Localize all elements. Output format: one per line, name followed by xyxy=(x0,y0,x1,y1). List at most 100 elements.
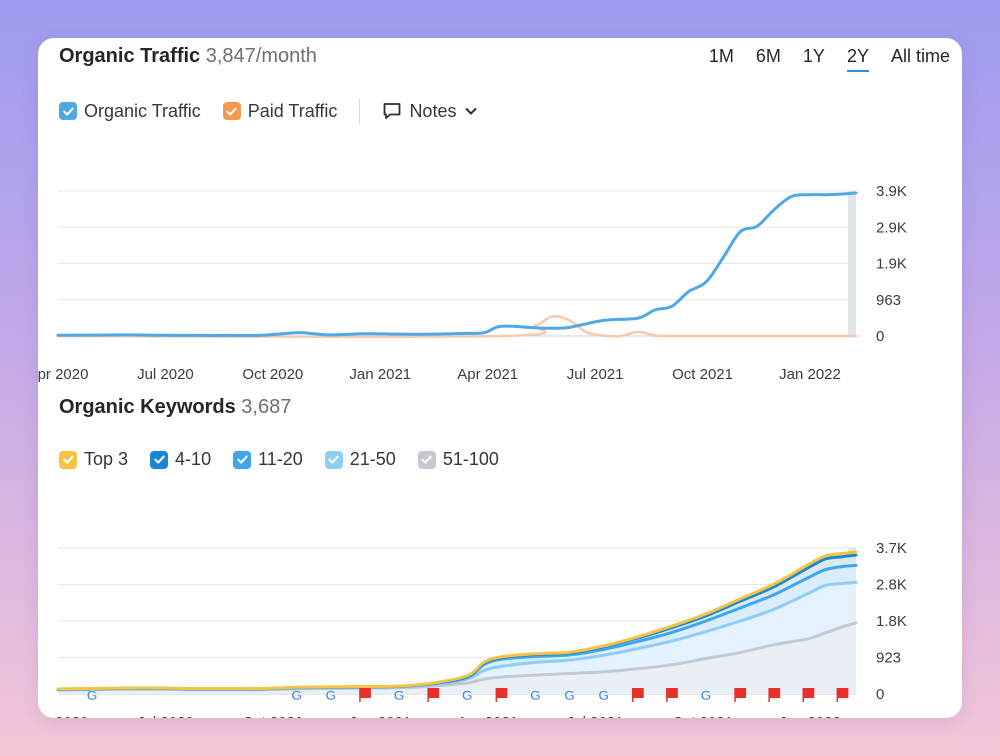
keywords-title-row: Organic Keywords 3,687 xyxy=(59,396,291,419)
google-update-icon: G xyxy=(564,687,575,703)
note-flag-icon xyxy=(836,688,849,702)
legend-11-20[interactable]: 11-20 xyxy=(233,449,303,470)
checkbox-checked-icon[interactable] xyxy=(150,450,169,469)
range-1y[interactable]: 1Y xyxy=(802,46,825,66)
keywords-value: 3,687 xyxy=(241,396,292,418)
x-tick-label: Apr 2021 xyxy=(457,714,518,718)
x-tick-label: Jan 2021 xyxy=(349,714,411,718)
organic-keywords-chart: 0 923 1.8K 2.8K 3.7K Apr 2020 Jul 2020 Oct 2020… xyxy=(38,540,907,718)
legend-paid-label: Paid Traffic xyxy=(247,100,338,121)
legend-top3[interactable]: Top 3 xyxy=(59,449,128,470)
comment-icon xyxy=(384,103,401,119)
google-update-icon: G xyxy=(701,687,712,703)
legend-51-100-label: 51-100 xyxy=(442,449,499,469)
y-tick-label: 2.9K xyxy=(876,219,907,236)
y-tick-label: 963 xyxy=(876,292,901,309)
google-update-icon: G xyxy=(598,687,609,703)
x-tick-label: Jul 2021 xyxy=(567,366,624,383)
legend-4-10-label: 4-10 xyxy=(175,449,212,469)
keywords-title: Organic Keywords xyxy=(59,396,236,418)
google-update-icon: G xyxy=(462,687,473,703)
x-tick-label: Apr 2020 xyxy=(38,366,88,383)
legend-top3-label: Top 3 xyxy=(84,449,129,469)
note-flag-body xyxy=(359,688,371,698)
note-flag-body xyxy=(496,688,508,698)
x-tick-label: Oct 2021 xyxy=(672,366,733,383)
x-tick-label: Jul 2021 xyxy=(567,714,624,718)
x-tick-label: Apr 2021 xyxy=(457,366,518,383)
note-flag-icon xyxy=(631,688,644,702)
checkbox-checked-icon[interactable] xyxy=(324,450,343,469)
y-tick-label: 1.8K xyxy=(876,613,907,630)
note-flag-body xyxy=(769,688,781,698)
legend-21-50-label: 21-50 xyxy=(349,449,396,469)
traffic-value: 3,847 xyxy=(205,45,256,67)
legend-51-100[interactable]: 51-100 xyxy=(417,449,499,470)
y-tick-label: 923 xyxy=(876,650,901,667)
google-update-icon: G xyxy=(394,687,405,703)
current-period-band xyxy=(848,191,856,336)
x-tick-label: Oct 2020 xyxy=(242,714,303,718)
note-flag-body xyxy=(666,688,678,698)
note-flag-icon xyxy=(768,688,781,702)
y-tick-label: 0 xyxy=(876,686,884,703)
series-line-top-3 xyxy=(56,550,858,691)
note-flag-body xyxy=(735,688,747,698)
checkbox-checked-icon[interactable] xyxy=(233,450,252,469)
keywords-legend: Top 3 4-10 11-20 21-50 51-100 xyxy=(59,449,521,470)
checkbox-checked-icon[interactable] xyxy=(222,102,241,120)
legend-organic-label: Organic Traffic xyxy=(84,100,201,121)
y-tick-label: 3.7K xyxy=(876,540,907,557)
traffic-title: Organic Traffic xyxy=(59,45,201,67)
note-flag-body xyxy=(803,688,815,698)
x-tick-label: Jan 2022 xyxy=(779,366,841,383)
note-flag-icon xyxy=(734,688,747,702)
note-flag-icon xyxy=(666,688,678,702)
note-flag-body xyxy=(632,688,644,698)
dashboard-card: Organic Traffic 3,847/month 1M 6M 1Y 2Y … xyxy=(38,38,962,718)
series-line-paid-traffic xyxy=(56,314,858,339)
y-tick-label: 0 xyxy=(876,328,884,345)
legend-11-20-label: 11-20 xyxy=(258,449,303,469)
checkbox-checked-icon[interactable] xyxy=(59,450,77,469)
notes-label: Notes xyxy=(409,100,457,121)
series-line-organic-traffic xyxy=(56,191,858,338)
x-tick-label: Jul 2020 xyxy=(137,366,194,383)
x-tick-label: Oct 2020 xyxy=(242,366,303,383)
range-2y[interactable]: 2Y xyxy=(846,46,869,72)
x-tick-label: Oct 2021 xyxy=(672,714,733,718)
x-tick-label: Jul 2020 xyxy=(137,714,194,718)
note-flag-body xyxy=(837,688,849,698)
x-tick-label: Jan 2022 xyxy=(779,714,841,718)
range-6m[interactable]: 6M xyxy=(755,46,781,66)
notes-dropdown[interactable]: Notes xyxy=(382,101,487,122)
google-update-icon: G xyxy=(87,687,98,703)
checkbox-checked-icon[interactable] xyxy=(59,102,77,120)
chevron-down-icon xyxy=(465,108,477,115)
x-tick-label: Jan 2021 xyxy=(349,366,411,383)
time-range-selector: 1M 6M 1Y 2Y All time xyxy=(709,46,950,72)
traffic-legend: Organic Traffic Paid Traffic Notes xyxy=(59,98,487,124)
note-flag-icon xyxy=(359,688,371,702)
note-flag-body xyxy=(428,688,440,698)
y-tick-label: 3.9K xyxy=(876,183,907,200)
google-update-icon: G xyxy=(291,687,302,703)
legend-paid-traffic[interactable]: Paid Traffic xyxy=(222,100,338,122)
legend-4-10[interactable]: 4-10 xyxy=(150,449,211,470)
range-all-time[interactable]: All time xyxy=(890,46,950,66)
note-flag-icon xyxy=(495,688,508,702)
organic-traffic-chart: 0 963 1.9K 2.9K 3.9K Apr 2020 Jul 2020 Oct 2020… xyxy=(38,183,907,383)
range-1m[interactable]: 1M xyxy=(708,46,734,66)
legend-divider xyxy=(359,98,361,124)
legend-21-50[interactable]: 21-50 xyxy=(324,449,396,470)
y-tick-label: 1.9K xyxy=(876,256,907,273)
legend-organic-traffic[interactable]: Organic Traffic xyxy=(59,101,201,122)
traffic-value-suffix: /month xyxy=(255,45,317,67)
note-flag-icon xyxy=(427,688,440,702)
traffic-title-row: Organic Traffic 3,847/month xyxy=(59,45,317,68)
series-area-51-100 xyxy=(58,623,856,694)
google-update-icon: G xyxy=(325,687,336,703)
checkbox-checked-icon[interactable] xyxy=(417,450,436,469)
x-tick-label: Apr 2020 xyxy=(38,714,88,718)
google-update-icon: G xyxy=(530,687,541,703)
